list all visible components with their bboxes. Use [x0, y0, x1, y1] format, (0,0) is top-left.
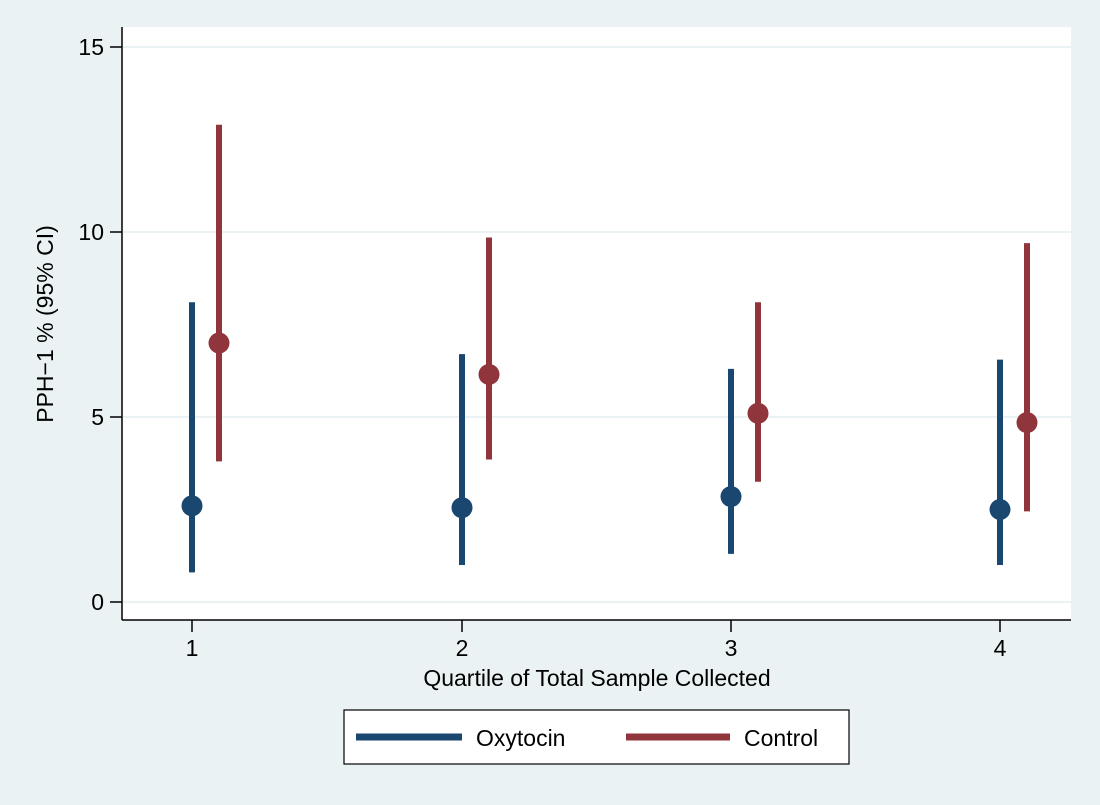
point-control-3 [747, 402, 769, 424]
y-tick-label-5: 5 [91, 404, 104, 430]
point-oxytocin-1 [181, 495, 203, 517]
x-tick-label-3: 3 [725, 635, 738, 661]
y-tick-label-0: 0 [91, 589, 104, 615]
plot-region: 0 5 10 15 1 2 3 4 [78, 27, 1071, 661]
point-oxytocin-4 [989, 499, 1011, 520]
x-tick-label-2: 2 [456, 635, 469, 661]
x-axis-ticks: 1 2 3 4 [186, 620, 1007, 661]
y-axis-ticks: 0 5 10 15 [78, 34, 122, 615]
point-control-2 [478, 363, 500, 385]
point-oxytocin-2 [451, 497, 473, 519]
y-tick-label-10: 10 [78, 219, 104, 245]
x-tick-label-1: 1 [186, 635, 199, 661]
legend-label-control: Control [744, 725, 818, 751]
x-axis-title: Quartile of Total Sample Collected [423, 665, 770, 691]
y-axis-title: PPH−1 % (95% CI) [32, 225, 58, 423]
chart-marks [181, 124, 1038, 573]
legend-box [343, 709, 850, 765]
point-control-1 [208, 332, 230, 354]
plot-background [122, 27, 1071, 620]
x-tick-label-4: 4 [994, 635, 1007, 661]
point-oxytocin-3 [720, 486, 742, 508]
y-tick-label-15: 15 [78, 34, 104, 60]
legend-label-oxytocin: Oxytocin [476, 725, 565, 751]
point-control-4 [1016, 412, 1038, 434]
gridlines [123, 46, 1071, 603]
legend: Oxytocin Control [343, 709, 850, 765]
